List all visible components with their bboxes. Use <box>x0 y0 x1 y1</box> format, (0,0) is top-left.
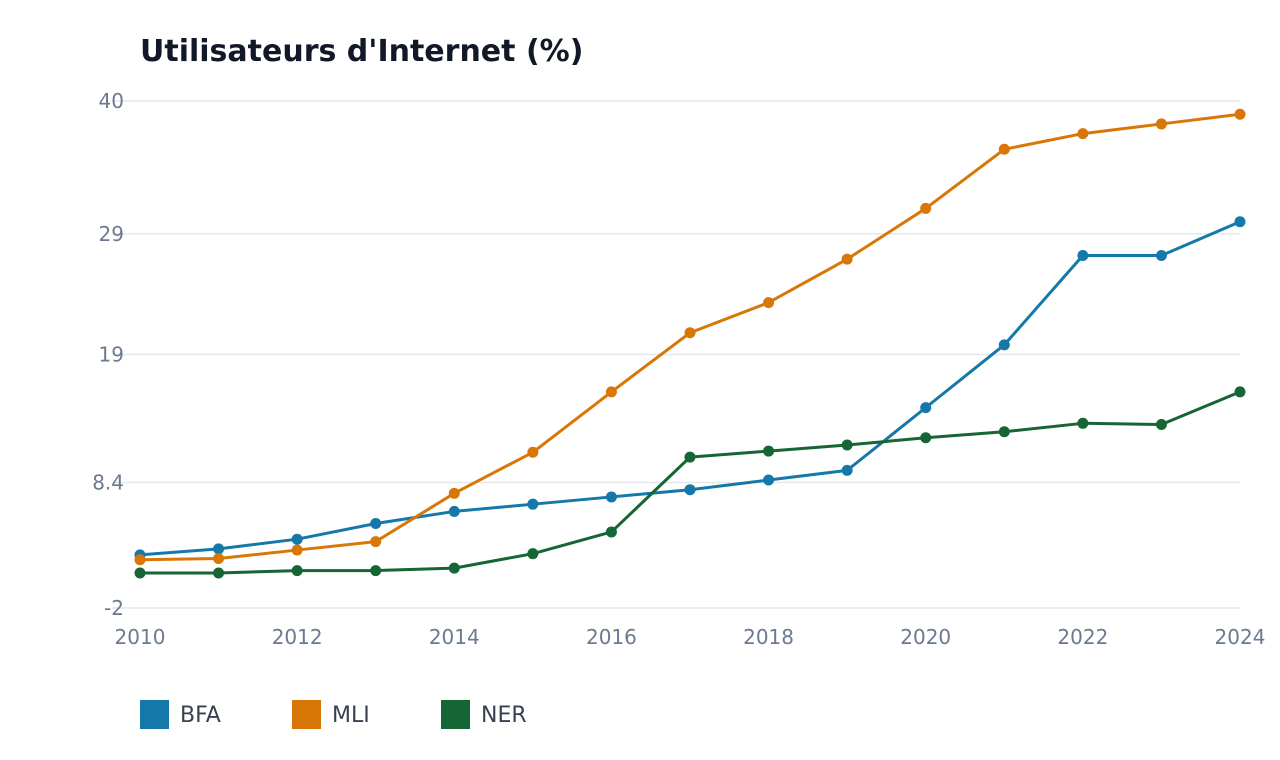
legend-item-mli[interactable]: MLI <box>292 700 370 729</box>
data-point-mli[interactable] <box>134 554 146 566</box>
legend-item-bfa[interactable]: BFA <box>140 700 221 729</box>
x-tick-label: 2024 <box>1215 625 1266 649</box>
data-point-ner[interactable] <box>841 439 853 451</box>
data-point-bfa[interactable] <box>998 339 1010 351</box>
data-point-mli[interactable] <box>448 487 460 499</box>
data-point-ner[interactable] <box>998 426 1010 438</box>
data-point-bfa[interactable] <box>920 402 932 414</box>
chart-title: Utilisateurs d'Internet (%) <box>140 34 583 69</box>
y-tick-label: 19 <box>99 343 124 367</box>
data-point-bfa[interactable] <box>684 484 696 496</box>
data-point-bfa[interactable] <box>213 543 225 555</box>
x-tick-label: 2022 <box>1057 625 1108 649</box>
data-point-bfa[interactable] <box>1234 216 1246 228</box>
series-lines <box>134 108 1246 579</box>
x-tick-label: 2012 <box>272 625 323 649</box>
legend-swatch <box>292 700 321 729</box>
data-point-ner[interactable] <box>213 567 225 579</box>
x-tick-label: 2018 <box>743 625 794 649</box>
data-point-bfa[interactable] <box>1155 250 1167 262</box>
data-point-ner[interactable] <box>527 548 539 560</box>
data-point-bfa[interactable] <box>605 491 617 503</box>
data-point-bfa[interactable] <box>763 474 775 486</box>
data-point-ner[interactable] <box>370 565 382 577</box>
data-point-ner[interactable] <box>605 526 617 538</box>
data-point-ner[interactable] <box>684 451 696 463</box>
series-bfa <box>134 216 1246 561</box>
x-axis-ticks: 2010 2012 2014 2016 2018 2020 2022 2024 <box>115 625 1266 649</box>
data-point-bfa[interactable] <box>448 505 460 517</box>
data-point-bfa[interactable] <box>527 498 539 510</box>
data-point-mli[interactable] <box>213 553 225 565</box>
legend-label: MLI <box>332 703 370 728</box>
data-point-ner[interactable] <box>1155 419 1167 431</box>
data-point-ner[interactable] <box>448 562 460 574</box>
series-line-bfa <box>138 220 1242 557</box>
y-axis-ticks: 40 29 19 8.4 -2 <box>92 89 124 620</box>
y-tick-label: 40 <box>99 89 124 113</box>
y-tick-label: -2 <box>104 596 124 620</box>
data-point-ner[interactable] <box>291 565 303 577</box>
data-point-mli[interactable] <box>1077 128 1089 140</box>
data-point-bfa[interactable] <box>841 464 853 476</box>
legend-swatch <box>441 700 470 729</box>
data-point-ner[interactable] <box>134 567 146 579</box>
data-point-mli[interactable] <box>527 446 539 458</box>
data-point-bfa[interactable] <box>291 533 303 545</box>
data-point-mli[interactable] <box>920 202 932 214</box>
data-point-mli[interactable] <box>998 143 1010 155</box>
x-tick-label: 2016 <box>586 625 637 649</box>
legend-label: BFA <box>180 703 221 728</box>
x-tick-label: 2020 <box>900 625 951 649</box>
data-point-mli[interactable] <box>763 297 775 309</box>
x-tick-label: 2014 <box>429 625 480 649</box>
data-point-mli[interactable] <box>1155 118 1167 130</box>
data-point-mli[interactable] <box>605 386 617 398</box>
data-point-mli[interactable] <box>684 327 696 339</box>
data-point-bfa[interactable] <box>370 518 382 529</box>
y-tick-label: 29 <box>99 222 124 246</box>
data-point-bfa[interactable] <box>1077 250 1089 262</box>
data-point-ner[interactable] <box>920 432 932 444</box>
x-tick-label: 2010 <box>115 625 166 649</box>
data-point-ner[interactable] <box>763 445 775 457</box>
data-point-ner[interactable] <box>1077 417 1089 429</box>
gridlines <box>112 100 1240 609</box>
legend-label: NER <box>481 703 527 728</box>
data-point-mli[interactable] <box>841 253 853 265</box>
legend-swatch <box>140 700 169 729</box>
series-ner <box>134 386 1246 579</box>
y-tick-label: 8.4 <box>92 470 124 494</box>
series-mli <box>134 108 1246 566</box>
data-point-mli[interactable] <box>370 536 382 548</box>
legend-item-ner[interactable]: NER <box>441 700 527 729</box>
data-point-mli[interactable] <box>291 544 303 556</box>
data-point-ner[interactable] <box>1234 386 1246 398</box>
data-point-mli[interactable] <box>1234 108 1246 120</box>
legend: BFA MLI NER <box>140 700 527 729</box>
